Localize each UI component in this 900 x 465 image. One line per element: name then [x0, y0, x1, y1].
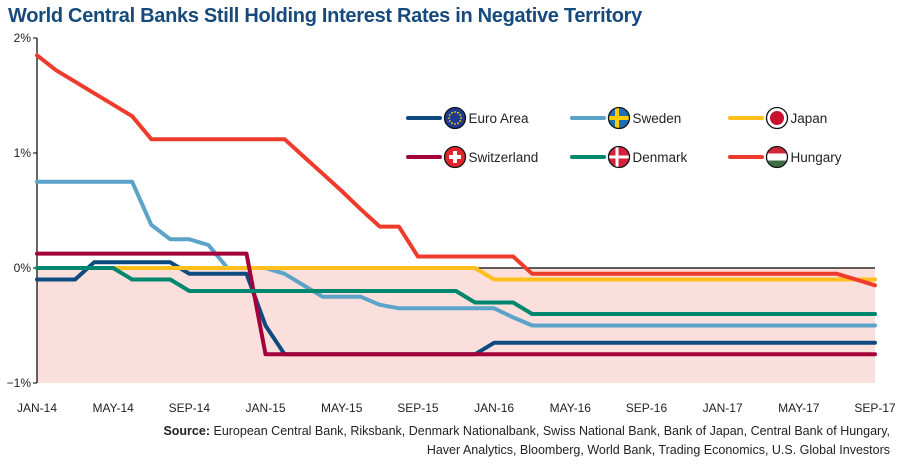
- chart-title: World Central Banks Still Holding Intere…: [8, 5, 642, 27]
- flag-star: [459, 114, 462, 116]
- flag-body: [766, 146, 788, 168]
- flag-bg: [444, 107, 466, 129]
- source-label: Source:: [163, 424, 210, 438]
- hungary-flag-icon: [765, 145, 789, 169]
- x-tick-label: SEP-17: [854, 401, 896, 415]
- legend-label: Sweden: [633, 111, 682, 126]
- legend-item-switzerland: Switzerland: [406, 145, 539, 169]
- x-tick-label: MAY-15: [321, 401, 363, 415]
- flag-cross-v: [615, 107, 619, 129]
- flag-sun: [770, 111, 784, 125]
- flag-star: [454, 123, 456, 125]
- denmark-flag-icon: [607, 145, 631, 169]
- y-tick-label: −1%: [7, 376, 32, 390]
- legend-item-sweden: Sweden: [570, 106, 682, 130]
- series-line-japan: [35, 266, 877, 282]
- flag-green: [766, 160, 788, 168]
- legend-item-denmark: Denmark: [570, 145, 688, 169]
- x-tick-label: JAN-14: [17, 401, 57, 415]
- source-line-2: Haver Analytics, Bloomberg, World Bank, …: [426, 443, 890, 457]
- series-line-denmark: [35, 266, 877, 316]
- flag-star: [454, 111, 456, 113]
- flag-red: [766, 146, 788, 154]
- source-note: Source: European Central Bank, Riksbank,…: [30, 422, 890, 460]
- flag-white: [766, 153, 788, 161]
- x-tick-label: MAY-17: [778, 401, 820, 415]
- y-tick-label: 2%: [14, 31, 32, 45]
- source-line-1: European Central Bank, Riksbank, Denmark…: [213, 424, 890, 438]
- flag-body: [444, 107, 466, 129]
- flag-body: [766, 107, 788, 129]
- x-tick-label: SEP-15: [397, 401, 439, 415]
- japan-flag-icon: [765, 106, 789, 130]
- flag-star: [459, 120, 462, 122]
- sweden-flag-icon: [607, 106, 631, 130]
- flag-outline: [607, 145, 631, 169]
- flag-star: [451, 122, 453, 125]
- x-tick-label: SEP-16: [626, 401, 668, 415]
- flag-star: [457, 111, 459, 114]
- flag-body: [444, 146, 466, 168]
- series-line-sweden: [35, 179, 877, 328]
- flag-star: [448, 120, 451, 122]
- flag-outline: [443, 145, 467, 169]
- x-tick-label: SEP-14: [169, 401, 211, 415]
- series-line-hungary: [35, 53, 877, 288]
- legend-item-japan: Japan: [728, 106, 828, 130]
- x-tick-label: JAN-17: [703, 401, 743, 415]
- legend-label: Denmark: [633, 150, 688, 165]
- legend-item-euro-area: Euro Area: [406, 106, 530, 130]
- flag-body: [608, 146, 630, 168]
- flag-cross-v: [615, 146, 619, 168]
- flag-star: [448, 114, 451, 116]
- eu-flag-icon: [443, 106, 467, 130]
- legend-label: Japan: [791, 111, 828, 126]
- flag-star: [451, 111, 453, 114]
- x-tick-label: JAN-16: [474, 401, 514, 415]
- series-line-switzerland: [35, 251, 877, 357]
- flag-body: [608, 107, 630, 129]
- x-tick-label: JAN-15: [246, 401, 286, 415]
- y-tick-label: 0%: [14, 261, 32, 275]
- flag-outline: [607, 106, 631, 130]
- legend-item-hungary: Hungary: [728, 145, 842, 169]
- flag-outline: [765, 145, 789, 169]
- flag-cross-h: [608, 155, 630, 159]
- legend-label: Switzerland: [469, 150, 539, 165]
- flag-outline: [443, 106, 467, 130]
- flag-outline: [765, 106, 789, 130]
- legend-label: Hungary: [791, 150, 842, 165]
- flag-cross-v: [453, 151, 457, 163]
- switzerland-flag-icon: [443, 145, 467, 169]
- legend-label: Euro Area: [469, 111, 530, 126]
- flag-star: [448, 117, 450, 119]
- y-tick-label: 1%: [14, 146, 32, 160]
- flag-star: [457, 122, 459, 125]
- x-tick-label: MAY-14: [93, 401, 135, 415]
- x-tick-label: MAY-16: [550, 401, 592, 415]
- flag-star: [460, 117, 462, 119]
